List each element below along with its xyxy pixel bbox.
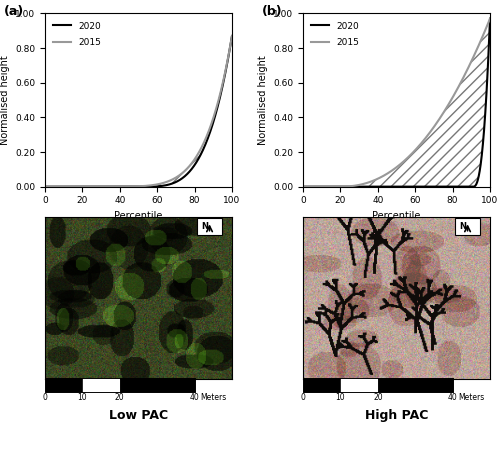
- 2020: [382, 184, 388, 189]
- Text: High PAC: High PAC: [365, 409, 428, 422]
- 2015: [382, 172, 388, 177]
- 2015: [487, 16, 493, 22]
- 2015: [191, 157, 197, 163]
- Text: (b): (b): [262, 5, 282, 18]
- 2015: [188, 162, 194, 167]
- 2020: [487, 16, 493, 22]
- 2015: [449, 96, 455, 101]
- 2015: [319, 184, 325, 189]
- 2020: [42, 184, 48, 189]
- 2015: [300, 184, 306, 189]
- 2015: [42, 184, 48, 189]
- 2020: [118, 184, 124, 189]
- Line: 2015: 2015: [303, 19, 490, 187]
- 2015: [376, 176, 382, 181]
- 2020: [124, 184, 130, 189]
- 2020: [229, 33, 235, 39]
- Line: 2020: 2020: [45, 36, 232, 187]
- X-axis label: Percentile: Percentile: [114, 211, 162, 221]
- 2020: [446, 184, 452, 189]
- 2020: [191, 163, 197, 168]
- 2020: [170, 180, 176, 186]
- 2015: [124, 184, 130, 189]
- 2020: [428, 184, 434, 189]
- 2020: [376, 184, 382, 189]
- Y-axis label: Normalised height: Normalised height: [0, 55, 10, 145]
- 2015: [428, 128, 434, 133]
- Legend: 2020, 2015: 2020, 2015: [50, 18, 105, 50]
- 2015: [229, 33, 235, 39]
- 2020: [300, 184, 306, 189]
- Y-axis label: Normalised height: Normalised height: [258, 55, 268, 145]
- Legend: 2020, 2015: 2020, 2015: [308, 18, 363, 50]
- Line: 2015: 2015: [45, 36, 232, 187]
- 2020: [61, 184, 67, 189]
- 2015: [446, 101, 452, 106]
- 2015: [118, 184, 124, 189]
- 2015: [61, 184, 67, 189]
- Line: 2020: 2020: [303, 19, 490, 187]
- X-axis label: Percentile: Percentile: [372, 211, 420, 221]
- 2015: [170, 176, 176, 182]
- Text: (a): (a): [4, 5, 24, 18]
- Text: Low PAC: Low PAC: [109, 409, 168, 422]
- 2020: [319, 184, 325, 189]
- 2020: [449, 184, 455, 189]
- 2020: [188, 167, 194, 173]
